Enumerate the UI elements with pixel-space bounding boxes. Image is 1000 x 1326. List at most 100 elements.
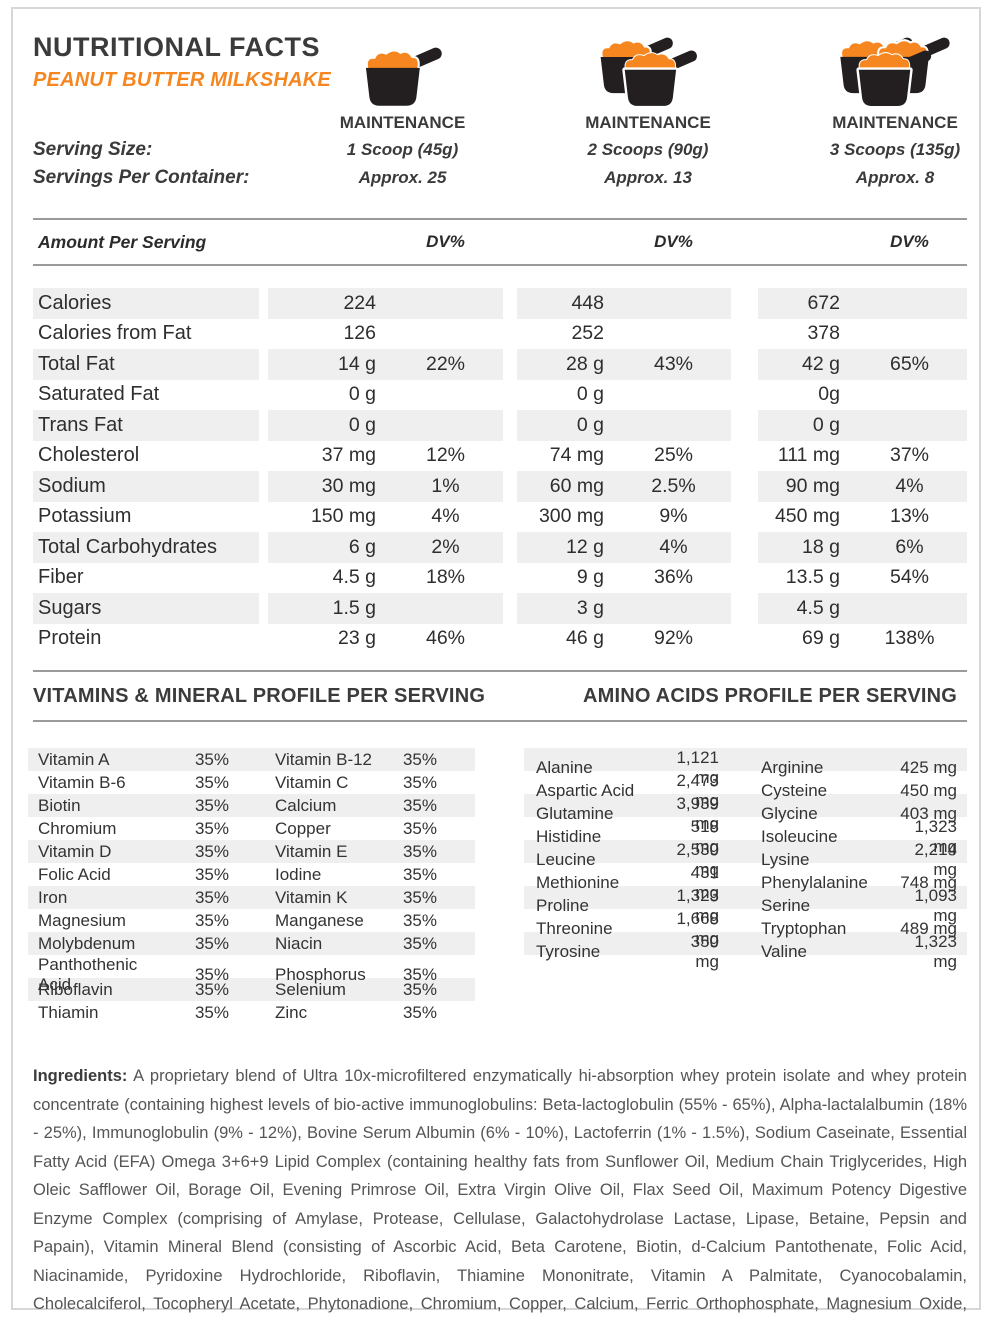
tier-label-1: MAINTENANCE — [339, 113, 466, 132]
vitamin-name: Vitamin E — [275, 841, 348, 861]
vitamin-name: Vitamin A — [38, 749, 110, 769]
nutrient-amount-2: 300 mg — [538, 505, 604, 528]
nutrient-cell-2: 0 g — [517, 410, 731, 441]
vitamin-name: Copper — [275, 818, 331, 838]
vitamin-dv: 35% — [402, 864, 437, 884]
nutrient-dv-2: 43% — [653, 352, 694, 375]
nutrient-name: Calories from Fat — [38, 322, 192, 345]
nutrient-name: Cholesterol — [38, 444, 140, 467]
amino-acid-row: Methionine 431 mg Phenylalanine 748 mg — [524, 863, 967, 902]
nutrient-amount-3: 378 — [807, 322, 840, 345]
amino-acid-name: Lysine — [760, 850, 810, 869]
nutrient-dv-1: 1% — [431, 474, 460, 497]
nutrition-row: Trans Fat 0 g 0 g 0 g — [33, 410, 967, 441]
nutrient-cell-1: 30 mg 1% — [268, 471, 503, 502]
nutrient-name: Sugars — [33, 593, 259, 624]
vitamin-row: Folic Acid 35% Iodine 35% — [28, 863, 475, 886]
vitamin-dv: 35% — [194, 979, 229, 999]
amino-acid-amount: 403 mg — [900, 804, 957, 823]
vitamin-name: Calcium — [275, 795, 337, 815]
serving-size-1: 1 Scoop (45g) — [346, 140, 459, 159]
vitamin-dv: 35% — [194, 1002, 229, 1022]
nutrient-dv-1: 18% — [425, 566, 466, 589]
vitamin-dv: 35% — [402, 965, 437, 984]
nutrient-cell-2: 46 g 92% — [517, 624, 731, 655]
nutrient-name: Sodium — [33, 471, 259, 502]
nutrition-row: Fiber 4.5 g 18% 9 g 36% 13.5 g 54% — [33, 563, 967, 594]
divider — [33, 218, 967, 220]
nutrient-cell-2: 9 g 36% — [517, 563, 731, 594]
amino-acid-amount: 450 mg — [900, 781, 957, 800]
nutrient-dv-3: 4% — [895, 474, 924, 497]
amount-per-serving-label: Amount Per Serving — [38, 231, 207, 252]
amino-acid-amount: 2,473 mg — [676, 771, 719, 810]
vitamin-name: Niacin — [275, 933, 323, 953]
amino-acid-amount: 1,093 mg — [914, 886, 957, 925]
vitamin-dv: 35% — [194, 933, 229, 953]
nutrient-cell-1: 0 g — [268, 380, 503, 411]
vitamin-name: Iron — [38, 887, 68, 907]
nutrient-amount-1: 37 mg — [321, 444, 376, 467]
nutrient-amount-3: 42 g — [802, 352, 840, 375]
section-headers: VITAMINS & MINERAL PROFILE PER SERVING A… — [33, 672, 967, 720]
vitamin-dv: 35% — [402, 818, 437, 838]
amino-acid-name: Valine — [760, 942, 807, 961]
nutrient-dv-2: 92% — [653, 627, 694, 650]
nutrient-cell-2: 28 g 43% — [517, 349, 731, 380]
amino-acid-amount: 518 mg — [690, 817, 719, 856]
servings-count-1: Approx. 25 — [358, 168, 447, 187]
column-2-icon-cell — [530, 34, 766, 110]
nutrient-cell-2: 60 mg 2.5% — [517, 471, 731, 502]
nutrient-cell-1: 37 mg 12% — [268, 441, 503, 472]
vitamin-row: Thiamin 35% Zinc 35% — [28, 1001, 475, 1024]
nutrient-amount-3: 450 mg — [774, 505, 840, 528]
nutrient-dv-3: 13% — [889, 505, 930, 528]
nutrient-name: Saturated Fat — [38, 383, 160, 406]
nutrient-cell-3: 13.5 g 54% — [758, 563, 967, 594]
dv-header-2: DV% — [654, 232, 693, 251]
amino-acid-amount: 748 mg — [900, 873, 957, 892]
tier-label-2: MAINTENANCE — [585, 113, 711, 132]
servings-count-2: Approx. 13 — [604, 168, 692, 187]
amino-acid-row: Tyrosine 350 mg Valine 1,323 mg — [523, 932, 967, 971]
amino-acid-name: Tryptophan — [760, 919, 847, 938]
vitamin-row: Panthothenic Acid 35% Phosphorus 35% — [28, 955, 475, 994]
nutrient-cell-2: 74 mg 25% — [517, 441, 731, 472]
nutrient-cell-1: 150 mg 4% — [268, 502, 503, 533]
nutrient-amount-1: 0 g — [348, 383, 376, 406]
nutrient-amount-2: 46 g — [566, 627, 604, 650]
column-3-icon-cell — [823, 34, 967, 110]
nutrient-amount-2: 60 mg — [549, 474, 604, 497]
nutrient-dv-3: 138% — [884, 627, 935, 650]
vitamin-dv: 35% — [194, 910, 229, 930]
vitamin-row: Magnesium 35% Manganese 35% — [28, 909, 475, 932]
nutrient-cell-1: 23 g 46% — [268, 624, 503, 655]
nutrient-amount-3: 672 — [807, 291, 840, 314]
vitamin-name: Vitamin K — [275, 887, 348, 907]
dv-header-1: DV% — [426, 232, 465, 251]
vitamin-name: Folic Acid — [38, 864, 111, 884]
amino-acid-row: Leucine 2,530 mg Lysine 2,214 mg — [523, 840, 967, 879]
amino-acid-row: Aspartic Acid 2,473 mg Cysteine 450 mg — [524, 771, 967, 810]
amino-acid-name: Phenylalanine — [760, 873, 868, 892]
amino-acid-name: Proline — [535, 896, 589, 915]
amino-acid-amount: 431 mg — [690, 863, 719, 902]
ingredients-paragraph: Ingredients: A proprietary blend of Ultr… — [33, 1062, 967, 1326]
amino-acid-amount: 350 mg — [690, 932, 719, 971]
amino-acid-amount: 489 mg — [900, 919, 957, 938]
nutrient-cell-2: 252 — [517, 319, 731, 350]
nutrient-name: Protein — [38, 627, 102, 650]
vitamins-section-title: VITAMINS & MINERAL PROFILE PER SERVING — [33, 684, 486, 707]
nutrition-row: Saturated Fat 0 g 0 g 0g — [33, 380, 967, 411]
dv-header-3: DV% — [890, 232, 929, 251]
servings-per-container-row: Servings Per Container: Approx. 25 Appro… — [33, 164, 967, 192]
nutrient-amount-1: 30 mg — [321, 474, 376, 497]
nutrient-cell-1: 126 — [268, 319, 503, 350]
amino-acids-section-title: AMINO ACIDS PROFILE PER SERVING — [583, 684, 958, 707]
vitamin-name: Vitamin B-12 — [275, 749, 373, 769]
amino-acid-amount: 1,668 mg — [676, 909, 719, 948]
vitamin-name: Zinc — [275, 1002, 308, 1022]
vitamin-name: Thiamin — [38, 1002, 99, 1022]
title-block: NUTRITIONAL FACTS PEANUT BUTTER MILKSHAK… — [33, 32, 331, 92]
nutrient-amount-2: 0 g — [576, 413, 604, 436]
